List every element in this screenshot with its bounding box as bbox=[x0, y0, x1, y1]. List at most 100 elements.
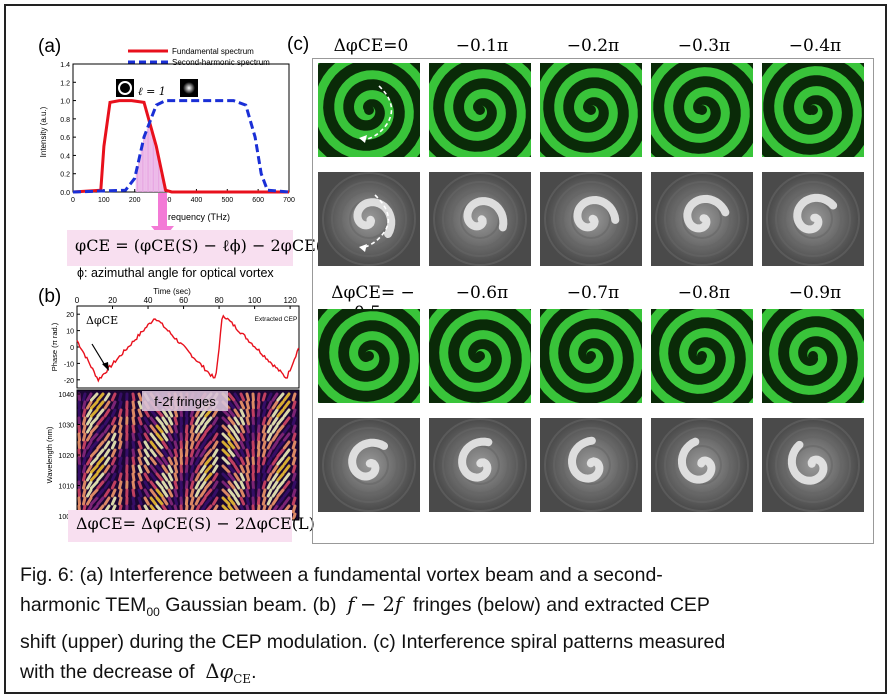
fringe-stroke bbox=[167, 424, 174, 434]
fringe-stroke bbox=[184, 480, 189, 490]
fringe-stroke bbox=[110, 448, 117, 458]
fringe-stroke bbox=[227, 472, 236, 482]
fringe-stroke bbox=[271, 448, 279, 458]
fringe-stroke bbox=[85, 416, 93, 426]
fringe-stroke bbox=[161, 448, 169, 458]
fringe-stroke bbox=[256, 488, 261, 498]
fringe-stroke bbox=[179, 496, 184, 506]
fringe-stroke bbox=[81, 456, 87, 466]
fringe-stroke bbox=[81, 400, 87, 410]
fringe-stroke bbox=[103, 488, 111, 498]
fringe-stroke bbox=[118, 392, 123, 402]
bright-spiral bbox=[458, 437, 493, 482]
fringe-stroke bbox=[77, 432, 82, 442]
fringe-stroke bbox=[143, 432, 150, 442]
row1-header: −0.1π bbox=[455, 36, 509, 56]
fringe-stroke bbox=[204, 440, 213, 450]
fringe-stroke bbox=[167, 496, 174, 506]
delta-arrow bbox=[91, 343, 107, 368]
fringe-stroke bbox=[103, 496, 111, 506]
fringe-stroke bbox=[89, 424, 99, 434]
fringe-stroke bbox=[227, 496, 236, 506]
fringe-stroke bbox=[282, 448, 291, 458]
fringe-stroke bbox=[245, 464, 251, 474]
fringe-stroke bbox=[291, 432, 297, 442]
spiral-fringe bbox=[762, 309, 864, 403]
fringe-stroke bbox=[77, 479, 78, 481]
arrow-head-icon bbox=[359, 244, 367, 252]
fringe-stroke bbox=[276, 416, 285, 426]
fringe-stroke bbox=[221, 488, 231, 498]
fringe-stroke bbox=[67, 442, 72, 448]
fringe-stroke bbox=[282, 400, 291, 410]
fringe-stroke bbox=[184, 432, 189, 442]
fringe-stroke bbox=[199, 464, 207, 474]
fringe-stroke bbox=[96, 480, 105, 490]
fringe-stroke bbox=[227, 400, 236, 410]
fringe-stroke bbox=[256, 400, 261, 410]
fringe-stroke bbox=[266, 472, 273, 482]
fringe-stroke bbox=[291, 464, 297, 474]
fringe-stroke bbox=[239, 392, 246, 402]
fringe-stroke bbox=[276, 496, 285, 506]
fringe-stroke bbox=[85, 432, 93, 442]
fringe-stroke bbox=[291, 392, 297, 402]
fringe-stroke bbox=[194, 432, 201, 442]
fringe-stroke bbox=[161, 424, 169, 434]
fringe-stroke bbox=[118, 472, 123, 482]
fringe-stroke bbox=[276, 480, 285, 490]
fringe-stroke bbox=[67, 498, 72, 504]
fringe-stroke bbox=[89, 472, 99, 482]
fringe-stroke bbox=[245, 392, 251, 402]
time-tick-label: 20 bbox=[108, 296, 117, 305]
fringe-stroke bbox=[77, 447, 78, 449]
equation-box-a bbox=[67, 230, 293, 266]
fringe-stroke bbox=[194, 456, 201, 466]
fringe-stroke bbox=[85, 464, 93, 474]
fringe-stroke bbox=[245, 432, 251, 442]
fringe-stroke bbox=[194, 416, 201, 426]
interference-spiral-image bbox=[318, 63, 420, 157]
interference-spiral-image bbox=[651, 309, 753, 403]
ytick-label: 0.2 bbox=[60, 172, 70, 179]
fringe-stroke bbox=[103, 440, 111, 450]
fringe-stroke bbox=[137, 480, 143, 490]
fringe-stroke bbox=[227, 408, 236, 418]
fringe-stroke bbox=[233, 400, 241, 410]
fringe-stroke bbox=[110, 432, 117, 442]
fringe-label: f-2f fringes bbox=[154, 394, 216, 409]
fringe-stroke bbox=[227, 464, 236, 474]
fringe-stroke bbox=[194, 472, 201, 482]
fringe-stroke bbox=[291, 488, 297, 498]
fringe-stroke bbox=[77, 439, 78, 441]
fringe-stroke bbox=[96, 400, 105, 410]
fringe-stroke bbox=[199, 440, 207, 450]
fringe-stroke bbox=[204, 480, 213, 490]
fringe-stroke bbox=[173, 440, 179, 450]
fringe-stroke bbox=[149, 488, 158, 498]
fringe-stroke bbox=[282, 480, 291, 490]
fringe-stroke bbox=[96, 416, 105, 426]
fringe-stroke bbox=[261, 408, 267, 418]
fringe-stroke bbox=[173, 416, 179, 426]
fringe-stroke bbox=[149, 416, 158, 426]
fringe-stroke bbox=[276, 472, 285, 482]
fringe-stroke bbox=[221, 456, 231, 466]
caption-line-2: harmonic TEM00 Gaussian beam. (b) f − 2f… bbox=[20, 593, 710, 619]
fringe-stroke bbox=[261, 496, 267, 506]
fringe-stroke bbox=[131, 472, 136, 482]
panel-a-label: (a) bbox=[38, 36, 62, 57]
fringe-stroke bbox=[137, 464, 143, 474]
fringe-stroke bbox=[81, 464, 87, 474]
fringe-stroke bbox=[155, 472, 164, 482]
fringe-stroke bbox=[227, 432, 236, 442]
delta-cep-equation: ΔφCE= ΔφCE(S) − 2ΔφCE(L) bbox=[76, 514, 315, 533]
fringe-stroke bbox=[161, 416, 169, 426]
measured-spiral-image bbox=[651, 172, 753, 266]
fringe-stroke bbox=[77, 503, 78, 505]
fringe-stroke bbox=[118, 400, 123, 410]
fringe-stroke bbox=[239, 440, 246, 450]
fringe-stroke bbox=[81, 424, 87, 434]
row2-header: −0.6π bbox=[455, 283, 509, 303]
fringe-stroke bbox=[204, 464, 213, 474]
